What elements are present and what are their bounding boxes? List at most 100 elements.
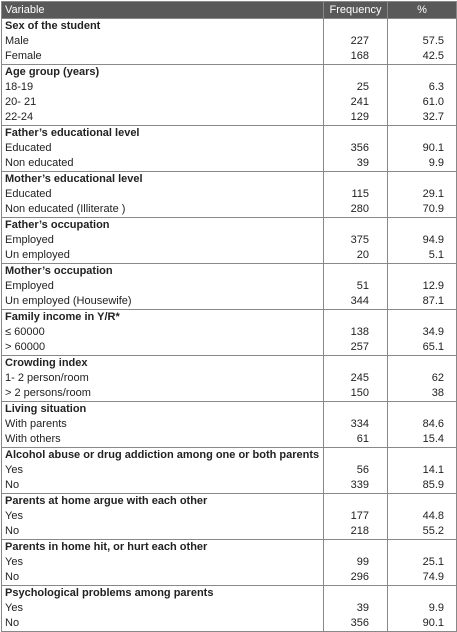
percent-cell: 44.8 [387,509,457,524]
empty-cell [323,309,388,325]
group-title: Father’s educational level [1,125,324,141]
empty-cell [387,539,457,555]
variable-cell: 1- 2 person/room [1,371,324,386]
variable-cell: Employed [1,233,324,248]
group-title-row: Mother’s occupation [1,263,457,279]
empty-cell [387,309,457,325]
data-row: Yes 39 9.9 [1,601,457,616]
variable-cell: ≤ 60000 [1,325,324,340]
variable-cell: 20- 21 [1,95,324,110]
frequency-cell: 375 [323,233,388,248]
percent-cell: 5.1 [387,248,457,264]
percent-cell: 14.1 [387,463,457,478]
data-row: 20- 21 241 61.0 [1,95,457,110]
group: Parents at home argue with each other Yes… [1,493,457,540]
variable-cell: Yes [1,601,324,616]
variable-cell: > 60000 [1,340,324,356]
frequency-cell: 39 [323,601,388,616]
data-row: 22-24 129 32.7 [1,110,457,126]
group: Living situation With parents 334 84.6 With … [1,401,457,448]
frequency-cell: 177 [323,509,388,524]
percent-cell: 62 [387,371,457,386]
percent-cell: 61.0 [387,95,457,110]
percent-cell: 6.3 [387,80,457,95]
percent-cell: 70.9 [387,202,457,218]
percent-cell: 12.9 [387,279,457,294]
group: Alcohol abuse or drug addiction among on… [1,447,457,494]
percent-cell: 34.9 [387,325,457,340]
group-title: Father’s occupation [1,217,324,233]
empty-cell [323,64,388,80]
frequency-cell: 25 [323,80,388,95]
group: Family income in Y/R* ≤ 60000 138 34.9 > 600… [1,309,457,356]
variable-cell: Non educated (Illiterate ) [1,202,324,218]
header-cell: % [387,1,457,19]
header-row: Variable Frequency % [1,1,457,19]
empty-cell [387,401,457,417]
empty-cell [387,64,457,80]
frequency-cell: 344 [323,294,388,310]
frequency-cell: 280 [323,202,388,218]
data-row: > 60000 257 65.1 [1,340,457,356]
group-title-row: Father’s educational level [1,125,457,141]
frequency-cell: 99 [323,555,388,570]
group-title-row: Crowding index [1,355,457,371]
group-title-row: Alcohol abuse or drug addiction among on… [1,447,457,463]
percent-cell: 29.1 [387,187,457,202]
header-cell: Frequency [323,1,388,19]
percent-cell: 94.9 [387,233,457,248]
variable-cell: Yes [1,555,324,570]
frequency-cell: 218 [323,524,388,540]
variable-cell: Un employed (Housewife) [1,294,324,310]
data-row: Non educated (Illiterate ) 280 70.9 [1,202,457,218]
empty-cell [323,447,388,463]
group-title: Alcohol abuse or drug addiction among on… [1,447,324,463]
variable-cell: Educated [1,141,324,156]
variable-cell: Non educated [1,156,324,172]
group: Crowding index 1- 2 person/room 245 62 > 2 p… [1,355,457,402]
percent-cell: 57.5 [387,34,457,49]
percent-cell: 9.9 [387,156,457,172]
data-row: Un employed (Housewife) 344 87.1 [1,294,457,310]
percent-cell: 42.5 [387,49,457,65]
data-row: With others 61 15.4 [1,432,457,448]
empty-cell [387,447,457,463]
variable-cell: Employed [1,279,324,294]
data-row: Male 227 57.5 [1,34,457,49]
frequency-cell: 296 [323,570,388,586]
group: Parents in home hit, or hurt each other Y… [1,539,457,586]
empty-cell [323,585,388,601]
group: Father’s occupation Employed 375 94.9 Un emp… [1,217,457,264]
data-row: Un employed 20 5.1 [1,248,457,264]
empty-cell [387,493,457,509]
percent-cell: 87.1 [387,294,457,310]
empty-cell [323,401,388,417]
frequency-cell: 257 [323,340,388,356]
group: Mother’s educational level Educated 115 29.… [1,171,457,218]
empty-cell [387,125,457,141]
variable-cell: With parents [1,417,324,432]
empty-cell [387,585,457,601]
variable-cell: Yes [1,463,324,478]
empty-cell [323,217,388,233]
group-title: Parents at home argue with each other [1,493,324,509]
percent-cell: 85.9 [387,478,457,494]
header-cell: Variable [1,1,324,19]
empty-cell [323,493,388,509]
variable-cell: Male [1,34,324,49]
group-title: Living situation [1,401,324,417]
data-row: Female 168 42.5 [1,49,457,65]
group-title: Sex of the student [1,18,324,34]
data-row: Employed 375 94.9 [1,233,457,248]
group-title-row: Mother’s educational level [1,171,457,187]
group-title-row: Age group (years) [1,64,457,80]
variable-cell: No [1,616,324,632]
data-row: Educated 115 29.1 [1,187,457,202]
group-title-row: Psychological problems among parents [1,585,457,601]
variable-cell: No [1,524,324,540]
percent-cell: 38 [387,386,457,402]
group-title-row: Family income in Y/R* [1,309,457,325]
percent-cell: 90.1 [387,616,457,632]
